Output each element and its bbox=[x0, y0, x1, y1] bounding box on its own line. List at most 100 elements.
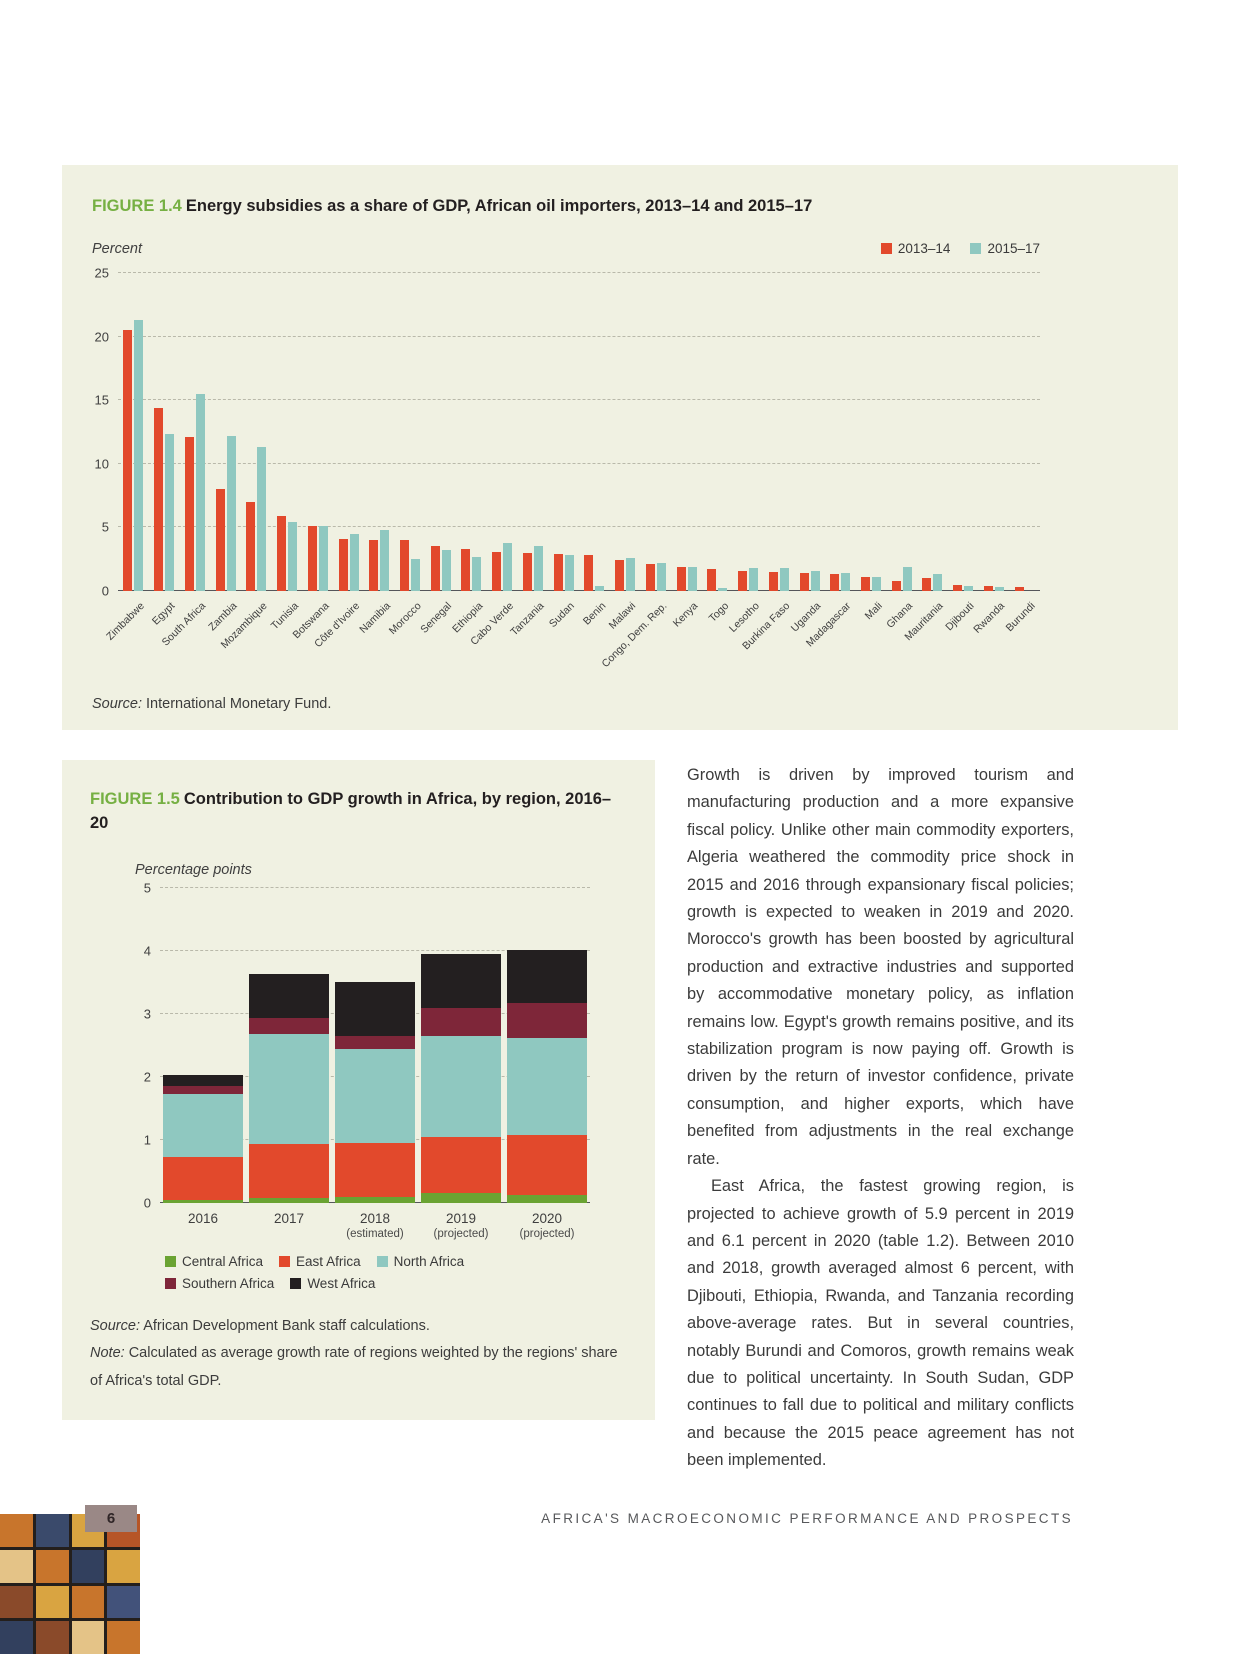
legend-item: 2013–14 bbox=[880, 241, 951, 257]
bar-group bbox=[671, 273, 702, 591]
bar bbox=[472, 556, 482, 591]
figure-1-5-label: FIGURE 1.5 bbox=[90, 790, 180, 808]
stack-segment bbox=[507, 949, 587, 1004]
y-axis-tick-label: 15 bbox=[94, 392, 109, 408]
kente-pattern-image bbox=[0, 1514, 140, 1654]
bar bbox=[154, 407, 164, 591]
bar-group bbox=[395, 273, 426, 591]
stack-segment bbox=[163, 1086, 243, 1094]
legend-swatch bbox=[279, 1255, 291, 1267]
pattern-cell bbox=[35, 1514, 69, 1547]
bar-group bbox=[948, 273, 979, 591]
x-label-cell: Tanzania bbox=[508, 595, 549, 687]
body-text-column: Growth is driven by improved tourism and… bbox=[687, 762, 1074, 1475]
bar bbox=[288, 522, 298, 591]
stack-segment bbox=[335, 1035, 415, 1049]
bar-group bbox=[917, 273, 948, 591]
x-label-cell: Morocco bbox=[387, 595, 426, 687]
x-label-qualifier: (projected) bbox=[433, 1227, 489, 1240]
bar-group bbox=[886, 273, 917, 591]
x-label-cell: Côte d'Ivoire bbox=[312, 595, 364, 687]
fig15-source-text: African Development Bank staff calculati… bbox=[143, 1317, 430, 1334]
x-label-cell: Burundi bbox=[1004, 595, 1040, 687]
bar-group bbox=[364, 273, 395, 591]
x-label-qualifier: (projected) bbox=[519, 1227, 575, 1240]
bar bbox=[799, 573, 809, 591]
bar bbox=[738, 570, 748, 591]
bar bbox=[430, 546, 440, 591]
stack-segment bbox=[421, 1193, 501, 1203]
fig14-source-label: Source: bbox=[92, 695, 142, 712]
fig15-note-text: Calculated as average growth rate of reg… bbox=[90, 1345, 618, 1389]
fig15-source-block: Source: African Development Bank staff c… bbox=[90, 1313, 627, 1396]
bar bbox=[369, 540, 379, 591]
bar bbox=[994, 587, 1004, 591]
bar bbox=[964, 585, 974, 591]
body-paragraph-2: East Africa, the fastest growing region,… bbox=[687, 1177, 1074, 1470]
stack-segment bbox=[421, 954, 501, 1008]
x-axis-label: Egypt bbox=[150, 599, 178, 628]
legend-label: 2013–14 bbox=[897, 241, 951, 257]
bar bbox=[656, 562, 666, 591]
stack-segment bbox=[249, 1144, 329, 1198]
bar bbox=[676, 566, 686, 591]
pattern-cell bbox=[71, 1585, 105, 1619]
stacked-bar bbox=[335, 888, 415, 1203]
pattern-cell bbox=[35, 1621, 69, 1654]
stack-segment bbox=[249, 1018, 329, 1035]
stack-segment bbox=[163, 1156, 243, 1200]
x-label-year: 2019 bbox=[445, 1210, 477, 1226]
stacked-bars bbox=[160, 888, 590, 1203]
bar-group bbox=[733, 273, 764, 591]
x-label-cell: Burkina Faso bbox=[740, 595, 794, 687]
x-label-cell: Madagascar bbox=[804, 595, 856, 687]
fig14-source-text: International Monetary Fund. bbox=[146, 695, 332, 712]
x-axis-label: Zimbabwe bbox=[104, 599, 147, 643]
bar bbox=[461, 548, 471, 591]
x-label-cell: Mauritania bbox=[903, 595, 948, 687]
bar bbox=[492, 551, 502, 591]
figure-1-4-heading: FIGURE 1.4 Energy subsidies as a share of… bbox=[92, 195, 1148, 219]
stack-segment bbox=[249, 974, 329, 1019]
bar-group bbox=[548, 273, 579, 591]
x-axis-label: 2020 (projected) bbox=[507, 1211, 587, 1240]
pattern-cell bbox=[71, 1549, 105, 1583]
x-axis-label: Kenya bbox=[670, 599, 701, 630]
bar bbox=[277, 515, 287, 591]
stack-segment bbox=[335, 1196, 415, 1203]
legend-item: 2015–17 bbox=[970, 241, 1040, 256]
stack-segment bbox=[421, 1136, 501, 1194]
x-label-cell: Kenya bbox=[671, 595, 702, 687]
bar bbox=[226, 435, 236, 591]
pattern-cell bbox=[0, 1549, 33, 1583]
bar bbox=[810, 570, 820, 591]
figure-1-5-heading: FIGURE 1.5 Contribution to GDP growth in … bbox=[90, 788, 627, 836]
gridline bbox=[160, 949, 590, 951]
bar bbox=[860, 576, 870, 591]
bar bbox=[195, 393, 205, 591]
body-paragraph-1: Growth is driven by improved tourism and… bbox=[687, 766, 1074, 1168]
y-axis-tick-label: 0 bbox=[143, 1195, 151, 1211]
x-axis-label: 2018 (estimated) bbox=[335, 1211, 415, 1240]
bar-group bbox=[518, 273, 549, 591]
legend-item: East Africa bbox=[279, 1254, 361, 1269]
pattern-cell bbox=[35, 1549, 69, 1583]
legend-label: North Africa bbox=[393, 1253, 465, 1269]
bar bbox=[338, 538, 348, 591]
pattern-cell bbox=[0, 1585, 33, 1619]
bar-group bbox=[425, 273, 456, 591]
bar bbox=[779, 568, 789, 591]
gridline bbox=[118, 462, 1040, 464]
fig15-x-axis-labels: 2016 2017 2018 (estimated) 2019 (projected) 20… bbox=[160, 1211, 590, 1240]
pattern-cell bbox=[71, 1621, 105, 1654]
y-axis-tick-label: 5 bbox=[143, 880, 151, 896]
x-label-cell: Cabo Verde bbox=[468, 595, 518, 687]
legend-label: 2015–17 bbox=[987, 241, 1040, 257]
legend-label: West Africa bbox=[307, 1275, 376, 1291]
x-axis-label: 2016 bbox=[163, 1211, 243, 1240]
bar bbox=[410, 559, 420, 591]
legend-swatch bbox=[376, 1255, 388, 1267]
x-label-cell: Togo bbox=[702, 595, 733, 687]
x-label-cell: Zimbabwe bbox=[104, 595, 149, 687]
